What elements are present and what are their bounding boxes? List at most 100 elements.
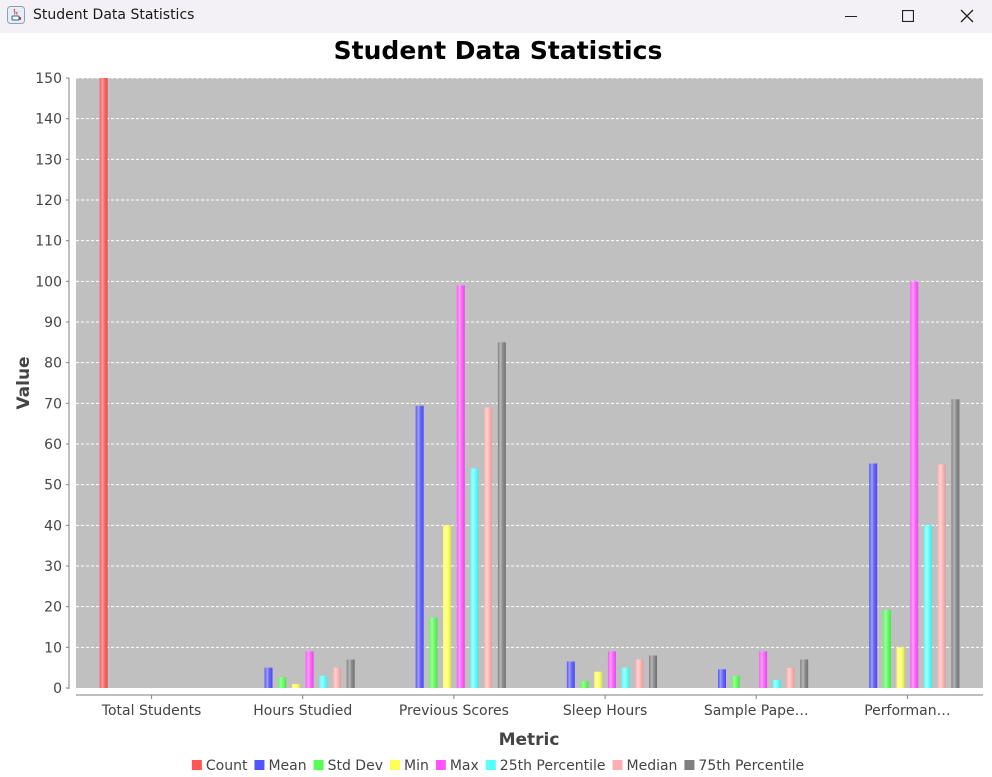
y-tick-label: 100 [35, 274, 62, 290]
legend-swatch [485, 760, 496, 770]
x-tick-label: Performan… [864, 703, 950, 719]
bar-highlight [951, 399, 960, 688]
window-title: Student Data Statistics [33, 7, 195, 23]
bar-highlight [649, 655, 658, 688]
legend-item: 25th Percentile [485, 758, 606, 774]
y-axis-label: Value [14, 356, 34, 409]
bar-highlight [484, 407, 493, 688]
legend-label: Min [404, 758, 429, 774]
legend-swatch [390, 760, 401, 770]
legend-item: Max [435, 758, 479, 774]
legend-item: Count [191, 758, 248, 774]
close-icon [960, 9, 974, 22]
y-tick-label: 0 [53, 681, 62, 697]
bar-highlight [937, 464, 946, 688]
bar-highlight [882, 609, 891, 688]
y-tick-label: 40 [44, 518, 62, 534]
y-tick-label: 130 [35, 152, 62, 168]
legend-item: Mean [254, 758, 307, 774]
bar-highlight [470, 468, 479, 688]
minimize-button[interactable] [828, 0, 874, 31]
x-tick-label: Sample Pape… [704, 703, 809, 719]
y-tick-label: 110 [35, 234, 62, 250]
bar-highlight [291, 683, 300, 688]
bar-highlight [415, 405, 424, 688]
java-app-icon [7, 6, 25, 24]
y-tick-label: 150 [35, 71, 62, 87]
x-tick-label: Total Students [101, 703, 202, 719]
x-tick-label: Sleep Hours [563, 703, 647, 719]
bar-highlight [923, 525, 932, 688]
y-axis-ticks: 0 10 20 30 40 50 60 70 80 90 100 110 120 130 140 150 [35, 71, 69, 697]
bar-highlight [635, 659, 644, 688]
x-tick-label: Previous Scores [399, 703, 509, 719]
bar-highlight [910, 281, 919, 688]
bar-highlight [731, 676, 740, 688]
legend-swatch [313, 760, 324, 770]
bar-highlight [621, 667, 630, 688]
plot-area [76, 78, 983, 688]
legend: Count Mean Std Dev Min Max 25th Percentile Med… [191, 758, 804, 774]
legend-label: Std Dev [328, 758, 383, 774]
legend-label: Mean [268, 758, 306, 774]
bar-highlight [99, 78, 108, 688]
bar-highlight [759, 651, 768, 688]
bar-highlight [786, 667, 795, 688]
y-tick-label: 20 [44, 600, 62, 616]
y-tick-label: 70 [44, 396, 62, 412]
bar-highlight [305, 651, 314, 688]
close-button[interactable] [944, 0, 990, 31]
legend-swatch [191, 760, 202, 770]
legend-item: Median [612, 758, 678, 774]
bar-highlight [772, 679, 781, 688]
legend-item: Std Dev [313, 758, 383, 774]
legend-swatch [684, 760, 695, 770]
bar-highlight [319, 675, 328, 688]
bar-highlight [594, 671, 603, 688]
legend-swatch [254, 760, 265, 770]
bar-highlight [443, 525, 452, 688]
bar-highlight [429, 617, 438, 688]
legend-label: Median [627, 758, 678, 774]
bar-highlight [278, 677, 287, 688]
legend-item: 75th Percentile [684, 758, 804, 774]
bar-highlight [869, 463, 878, 688]
bars [99, 78, 960, 688]
legend-item: Min [390, 758, 429, 774]
y-tick-label: 120 [35, 193, 62, 209]
bar-highlight [497, 342, 506, 688]
legend-label: 25th Percentile [500, 758, 606, 774]
minimize-icon [845, 15, 857, 17]
chart: Student Data Statistics 0 10 20 30 40 50 60 70 8… [14, 36, 983, 774]
y-tick-label: 10 [44, 640, 62, 656]
bar-highlight [566, 661, 575, 688]
maximize-icon [902, 9, 914, 22]
legend-label: Max [450, 758, 479, 774]
y-tick-label: 30 [44, 559, 62, 575]
grid-lines [76, 77, 983, 648]
y-tick-label: 60 [44, 437, 62, 453]
y-tick-label: 140 [35, 112, 62, 128]
chart-title: Student Data Statistics [334, 36, 663, 65]
x-tick-label: Hours Studied [253, 703, 352, 719]
maximize-button[interactable] [885, 0, 931, 31]
x-axis-ticks: Total Students Hours Studied Previous Scor… [101, 695, 951, 719]
legend-swatch [612, 760, 623, 770]
y-tick-label: 50 [44, 478, 62, 494]
bar-highlight [456, 285, 465, 688]
x-axis-label: Metric [499, 730, 560, 750]
bar-highlight [333, 667, 341, 688]
bar-highlight [718, 669, 726, 688]
legend-label: 75th Percentile [698, 758, 804, 774]
bar-highlight [896, 647, 905, 688]
window-titlebar: Student Data Statistics [0, 0, 992, 33]
y-tick-label: 90 [44, 315, 62, 331]
legend-label: Count [206, 758, 248, 774]
bar-highlight [346, 659, 355, 688]
bar-highlight [607, 651, 616, 688]
axes [68, 78, 983, 696]
bar-highlight [264, 667, 273, 688]
bar-highlight [580, 681, 589, 688]
bar-highlight [800, 659, 809, 688]
y-tick-label: 80 [44, 356, 62, 372]
